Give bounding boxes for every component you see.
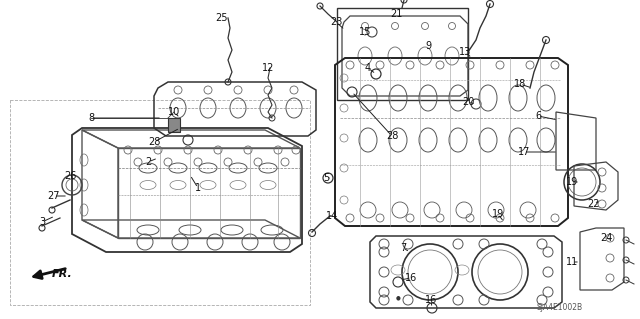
Text: 28: 28 [148,137,160,147]
Bar [168,118,180,132]
Text: 3: 3 [39,217,45,227]
Text: 16: 16 [405,273,417,283]
Text: 14: 14 [326,211,338,221]
Text: 22: 22 [588,199,600,209]
Text: 19: 19 [566,177,578,187]
Text: 13: 13 [459,47,471,57]
Text: 2: 2 [145,157,151,167]
Text: 27: 27 [48,191,60,201]
Text: 8: 8 [88,113,94,123]
Text: 1: 1 [195,183,201,193]
Text: 6: 6 [535,111,541,121]
Text: 18: 18 [514,79,526,89]
Text: 7: 7 [400,243,406,253]
Text: 5: 5 [323,173,329,183]
Text: 17: 17 [518,147,530,157]
Text: 11: 11 [566,257,578,267]
Text: 12: 12 [262,63,274,73]
Text: 9: 9 [425,41,431,51]
Text: FR.: FR. [52,269,73,279]
Text: 20: 20 [462,97,474,107]
Text: 10: 10 [168,107,180,117]
Text: 26: 26 [64,171,76,181]
Text: SJA4E1002B: SJA4E1002B [537,303,583,313]
Text: 4: 4 [365,63,371,73]
Text: 15: 15 [359,27,371,37]
Text: 23: 23 [330,17,342,27]
Text: 21: 21 [390,9,402,19]
Text: 25: 25 [216,13,228,23]
Text: 28: 28 [386,131,398,141]
Text: 19: 19 [492,209,504,219]
Text: ●: ● [396,295,401,300]
Text: 16: 16 [425,295,437,305]
Text: 24: 24 [600,233,612,243]
